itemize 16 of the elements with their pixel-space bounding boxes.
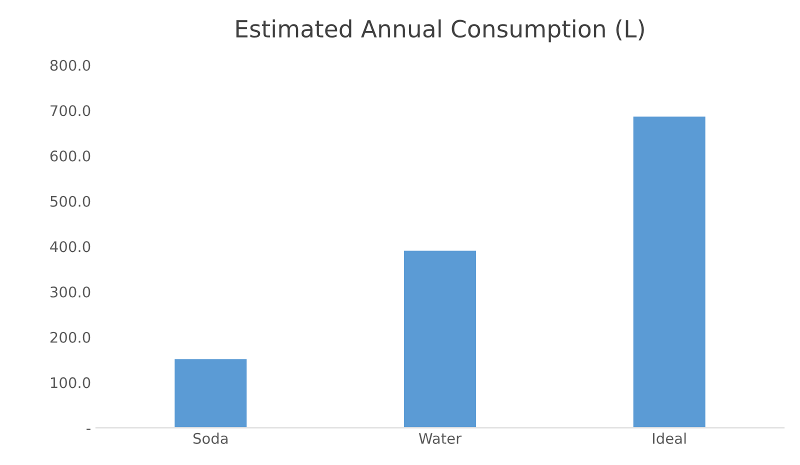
y-tick-label: 100.0 [50,377,90,388]
chart-title: Estimated Annual Consumption (L) [236,19,644,42]
y-tick-label: 400.0 [50,241,90,252]
x-tick-label: Ideal [653,432,686,444]
bar [632,115,707,428]
y-tick-label: 800.0 [50,60,90,71]
bar [173,358,248,428]
x-tick-label: Soda [193,432,228,444]
y-tick-label: - [86,428,90,430]
y-tick-label: 200.0 [50,332,90,343]
x-tick-label: Water [418,433,462,444]
y-tick-label: 600.0 [50,150,90,162]
y-tick-label: 300.0 [50,286,90,298]
bar [402,249,478,428]
y-tick-label: 700.0 [50,105,90,116]
y-tick-label: 500.0 [50,196,90,207]
